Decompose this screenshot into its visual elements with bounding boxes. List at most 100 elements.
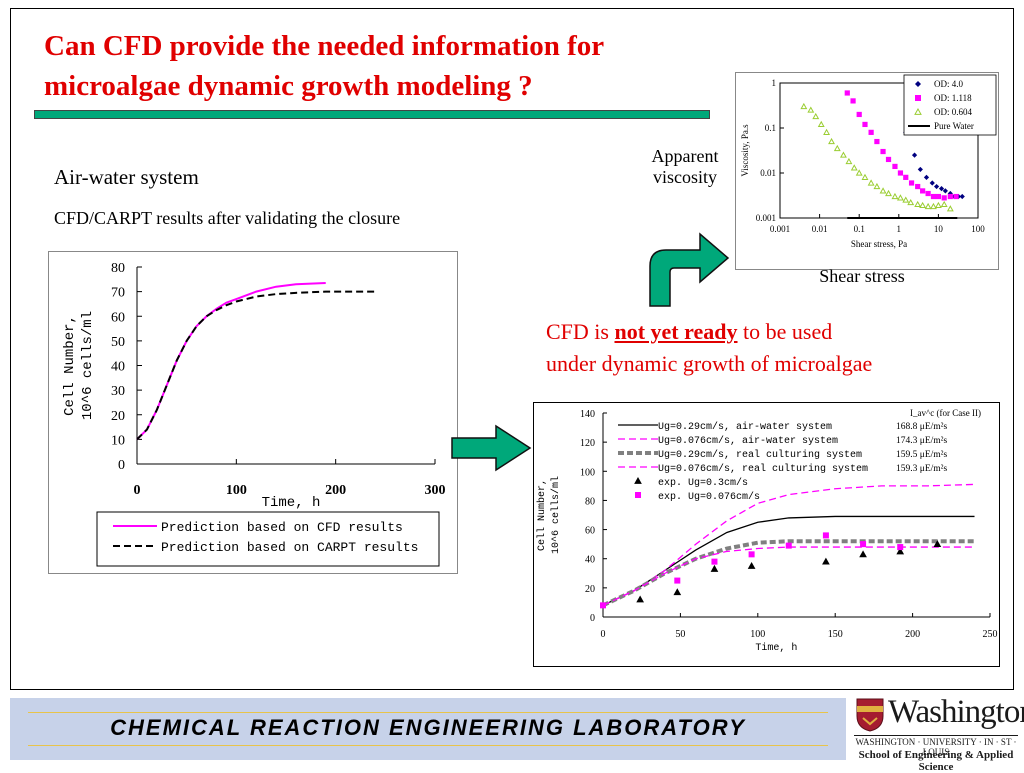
legend-label: Ug=0.076cm/s, real culturing system bbox=[658, 463, 868, 475]
y-tick-label: 30 bbox=[111, 384, 125, 399]
right-arrow-icon bbox=[451, 424, 532, 472]
apparent-viscosity-label: Apparent viscosity bbox=[640, 146, 730, 188]
x-tick-label: 100 bbox=[226, 483, 247, 498]
data-point-2 bbox=[953, 193, 959, 200]
series-line-1 bbox=[136, 282, 326, 441]
x-tick-label: 200 bbox=[325, 483, 346, 498]
legend-label: exp. Ug=0.3cm/s bbox=[658, 477, 748, 489]
y-tick-label: 50 bbox=[111, 335, 125, 350]
cfd-carpt-figure: 0 10 20 30 40 50 60 70 80 0 100 200 300 Time, h Cell N… bbox=[48, 251, 458, 574]
data-point-3 bbox=[873, 182, 881, 190]
legend-label: OD: 0.604 bbox=[934, 107, 972, 117]
data-point-6 bbox=[785, 542, 792, 549]
logo-school-line: School of Engineering & Applied Science bbox=[858, 749, 1014, 773]
data-point-2 bbox=[844, 90, 850, 96]
y-tick-label: 0 bbox=[590, 613, 595, 624]
y-tick-label: 0.01 bbox=[760, 168, 776, 178]
intensity-value: 168.8 μE/m²s bbox=[896, 422, 948, 432]
x-tick-label: 150 bbox=[828, 629, 843, 640]
series-line-2 bbox=[136, 290, 376, 441]
y-axis-label: Viscosity, Pa.s bbox=[740, 124, 750, 177]
data-point-3 bbox=[867, 179, 875, 186]
data-point-3 bbox=[845, 157, 853, 165]
y-tick-label: 140 bbox=[580, 409, 595, 420]
x-tick-label: 50 bbox=[675, 629, 685, 640]
x-tick-label: 1 bbox=[897, 224, 902, 234]
data-point-3 bbox=[879, 187, 887, 194]
data-point-2 bbox=[925, 190, 931, 197]
data-point-5 bbox=[822, 557, 830, 565]
apparent-label-line1: Apparent bbox=[651, 146, 719, 166]
culturing-figure: 0 20 40 60 80 100 120 140 0 50 100 150 200 250 Time, h… bbox=[533, 402, 1000, 667]
data-point-3 bbox=[807, 106, 815, 113]
cfd-note-line1: CFD is not yet ready to be used bbox=[546, 316, 872, 348]
logo-wordmark: Washington bbox=[888, 694, 1024, 730]
culturing-chart: 0 20 40 60 80 100 120 140 0 50 100 150 200 250 Time, h… bbox=[536, 408, 998, 654]
logo-university-line: WASHINGTON · UNIVERSITY · IN · ST · LOUI… bbox=[854, 735, 1018, 757]
subtitle-cfd-carpt: CFD/CARPT results after validating the c… bbox=[54, 208, 401, 228]
series-line-4 bbox=[602, 546, 975, 606]
data-point-6 bbox=[897, 544, 904, 551]
intensity-header: I_av^c (for Case II) bbox=[910, 408, 981, 418]
data-point-2 bbox=[868, 129, 874, 135]
data-point-3 bbox=[800, 102, 808, 110]
data-point-6 bbox=[860, 541, 867, 548]
legend-box bbox=[96, 511, 440, 567]
y-tick-label: 100 bbox=[580, 467, 595, 478]
university-shield-icon bbox=[856, 698, 884, 732]
footer-rule-top bbox=[28, 712, 828, 713]
data-point-1 bbox=[911, 152, 918, 158]
data-point-3 bbox=[812, 112, 820, 120]
x-tick-label: 100 bbox=[750, 629, 765, 640]
data-point-2 bbox=[885, 156, 892, 163]
legend-swatch bbox=[635, 492, 641, 498]
y-tick-label: 20 bbox=[585, 584, 595, 595]
legend-label: Prediction based on CFD results bbox=[161, 520, 403, 535]
data-point-2 bbox=[850, 98, 856, 104]
y-tick-label: 80 bbox=[585, 496, 595, 507]
x-axis-label: Shear stress, Pa bbox=[851, 239, 907, 249]
data-point-2 bbox=[892, 163, 898, 170]
y-tick-label: 10 bbox=[111, 433, 125, 448]
cfd-carpt-chart: 0 10 20 30 40 50 60 70 80 0 100 200 300 Time, h Cell N… bbox=[62, 261, 446, 567]
y-axis-label-line2: 10^6 cells/ml bbox=[550, 476, 562, 554]
data-point-2 bbox=[908, 180, 915, 186]
x-tick-label: 250 bbox=[983, 629, 998, 640]
data-point-1 bbox=[959, 193, 965, 200]
data-point-2 bbox=[947, 193, 953, 200]
data-point-2 bbox=[856, 111, 862, 118]
x-tick-label: 0.1 bbox=[854, 224, 865, 234]
data-point-6 bbox=[674, 577, 681, 584]
legend-swatch bbox=[915, 95, 921, 101]
data-point-3 bbox=[940, 200, 948, 208]
data-point-2 bbox=[880, 148, 886, 155]
data-point-6 bbox=[748, 551, 755, 558]
data-point-3 bbox=[885, 189, 892, 197]
y-tick-label: 0.1 bbox=[765, 123, 776, 133]
data-point-3 bbox=[907, 198, 915, 206]
legend-label: Pure Water bbox=[934, 121, 974, 131]
data-point-6 bbox=[822, 532, 829, 539]
y-tick-label: 0.001 bbox=[756, 213, 776, 223]
washington-university-logo: Washington WASHINGTON · UNIVERSITY · IN … bbox=[852, 694, 1024, 773]
data-point-1 bbox=[929, 180, 935, 186]
data-point-3 bbox=[896, 194, 904, 201]
cfd-note-prefix: CFD is bbox=[546, 319, 615, 344]
viscosity-figure: 0.001 0.01 0.1 1 0.001 0.01 0.1 1 10 100 Shear str… bbox=[735, 72, 999, 270]
data-point-2 bbox=[915, 183, 921, 190]
data-point-2 bbox=[862, 121, 868, 128]
data-point-3 bbox=[817, 120, 825, 128]
y-tick-label: 40 bbox=[585, 555, 595, 566]
data-point-3 bbox=[919, 201, 927, 209]
data-point-2 bbox=[935, 193, 941, 200]
legend-swatch bbox=[914, 107, 922, 115]
cfd-note-emphasis: not yet ready bbox=[614, 319, 738, 344]
series-line-3 bbox=[602, 539, 975, 608]
y-tick-label: 70 bbox=[111, 286, 125, 301]
legend-label: Ug=0.076cm/s, air-water system bbox=[658, 435, 838, 447]
title-underline-bar bbox=[34, 110, 710, 119]
data-point-3 bbox=[946, 205, 954, 212]
legend-label: Prediction based on CARPT results bbox=[161, 540, 418, 555]
data-point-3 bbox=[855, 169, 863, 176]
legend-label: exp. Ug=0.076cm/s bbox=[658, 491, 760, 503]
